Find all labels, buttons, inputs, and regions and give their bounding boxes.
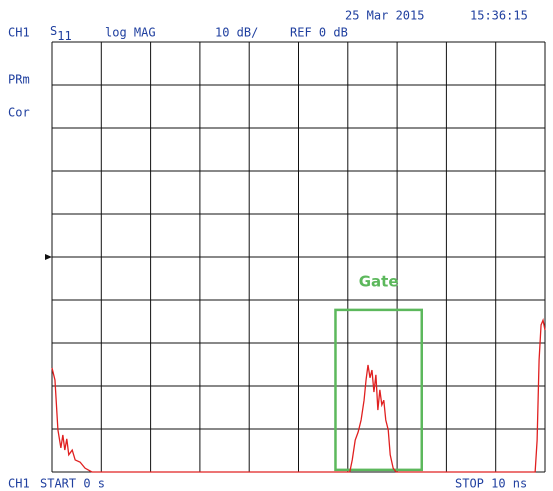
status: Cor [8, 106, 30, 120]
parameter-sub: 11 [57, 29, 71, 43]
parameter: S11 [50, 24, 72, 43]
trace [51, 317, 546, 473]
channel: CH1 [8, 26, 30, 40]
time: 15:36:15 [470, 9, 528, 23]
channel: CH1 [8, 477, 30, 491]
reference-marker [45, 254, 52, 260]
gate-box [334, 308, 424, 472]
status: PRm [8, 73, 30, 87]
stop: STOP 10 ns [455, 477, 527, 491]
gate-label: Gate [359, 272, 399, 290]
date: 25 Mar 2015 [345, 9, 424, 23]
start: START 0 s [40, 477, 105, 491]
scale: 10 dB/ [215, 26, 258, 40]
reference: REF 0 dB [290, 26, 348, 40]
format: log MAG [105, 26, 156, 40]
parameter-name: S [50, 24, 57, 38]
